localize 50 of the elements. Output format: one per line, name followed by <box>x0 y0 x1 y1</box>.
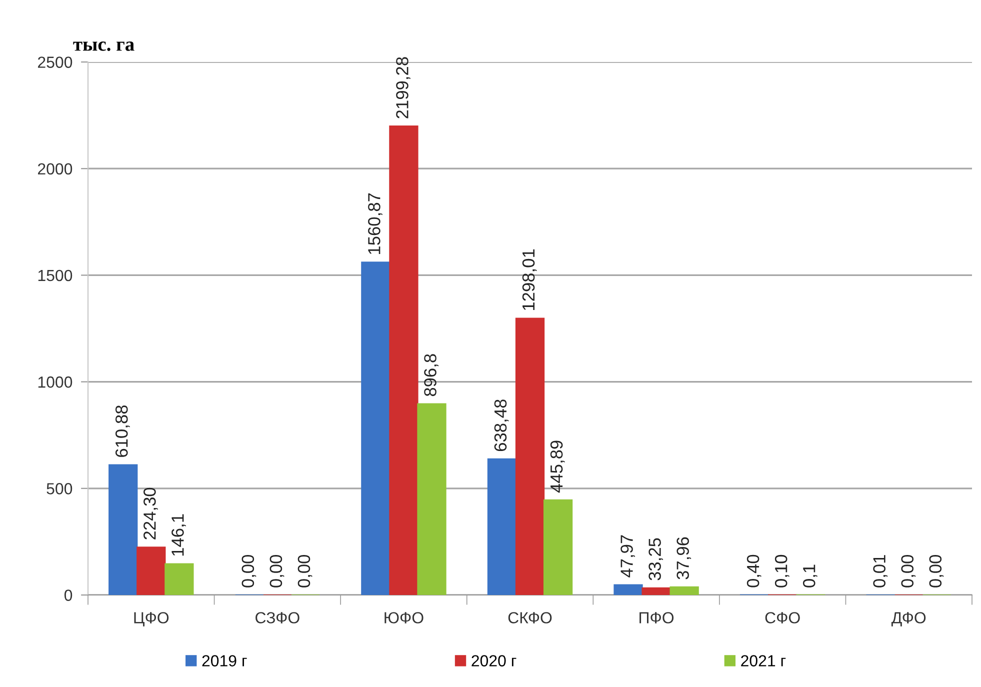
data-label: 33,25 <box>648 538 663 580</box>
data-label: 224,30 <box>144 488 158 540</box>
x-tick-label: СЗФО <box>256 612 300 624</box>
data-label: 0,00 <box>929 554 944 588</box>
data-label: 0,1 <box>802 564 818 588</box>
y-tick-label: 1000 <box>38 376 72 388</box>
x-tick-label: ДФО <box>891 612 926 626</box>
data-label: 47,97 <box>620 535 635 578</box>
bar <box>543 499 573 595</box>
bar <box>487 458 517 595</box>
legend-label: 2020 г <box>472 655 516 666</box>
x-tick-label: ПФО <box>640 612 674 624</box>
bar <box>164 563 194 595</box>
data-label: 445,89 <box>550 440 565 493</box>
legend-label: 2019 г <box>202 655 247 666</box>
data-label: 0,00 <box>901 554 916 588</box>
bar <box>642 587 671 595</box>
data-label: 1560,87 <box>368 193 382 254</box>
bar <box>417 403 446 595</box>
y-tick-label: 500 <box>46 483 72 494</box>
bar <box>515 318 545 595</box>
data-label: 146,1 <box>172 514 186 556</box>
y-axis-title: тыс. га <box>73 42 134 51</box>
y-tick-label: 0 <box>64 590 72 601</box>
data-label: 1298,01 <box>522 249 537 310</box>
data-label: 0,10 <box>774 554 790 588</box>
bar <box>361 262 390 595</box>
data-label: 0,01 <box>873 555 888 588</box>
x-tick-label: ЮФО <box>384 612 424 624</box>
bar <box>614 584 643 595</box>
y-tick-label: 2000 <box>38 163 72 175</box>
x-tick-label: СКФО <box>508 612 552 624</box>
x-tick-label: ЦФО <box>134 612 169 626</box>
legend-label: 2021 г <box>741 655 786 666</box>
data-label: 37,96 <box>676 537 692 580</box>
bar <box>108 464 138 595</box>
bar <box>136 546 166 595</box>
data-label: 638,48 <box>494 400 509 452</box>
data-label: 896,8 <box>424 354 438 396</box>
bar <box>389 126 418 595</box>
data-label: 610,88 <box>115 405 130 457</box>
data-label: 0,00 <box>298 554 312 588</box>
data-label: 2199,28 <box>396 57 410 118</box>
bar <box>670 586 699 595</box>
data-label: 0,00 <box>242 554 256 588</box>
data-label: 0,40 <box>746 554 762 588</box>
y-tick-label: 2500 <box>38 56 72 68</box>
y-tick-label: 1500 <box>38 270 72 282</box>
x-tick-label: СФО <box>765 612 800 624</box>
data-label: 0,00 <box>270 554 284 588</box>
